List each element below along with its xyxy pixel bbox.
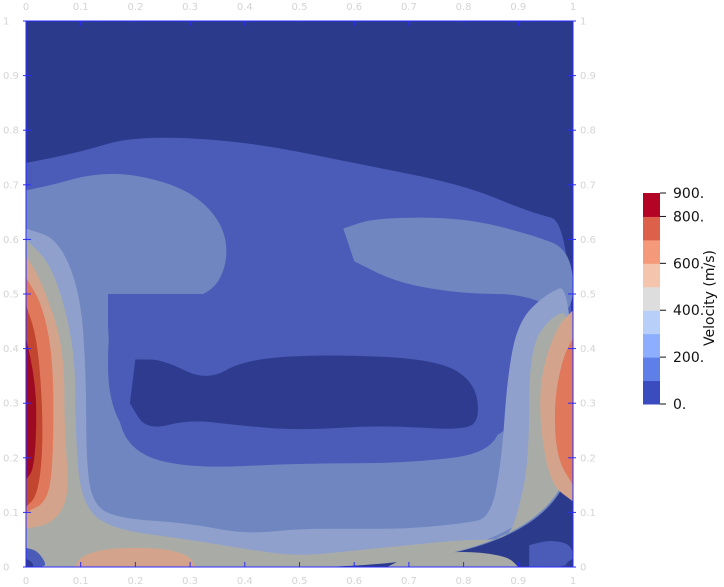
y-tick-label-right-8: 0.8 (580, 126, 596, 137)
x-tick-label-bottom-6: 0.6 (346, 576, 362, 587)
x-tick-label-bottom-0: 0 (23, 576, 29, 587)
contour-region-4 (129, 355, 478, 430)
colorbar-band-8 (643, 193, 660, 217)
colorbar-label-5: 0. (673, 397, 686, 413)
colorbar-band-0 (643, 380, 660, 405)
colorbar-band-2 (643, 333, 660, 358)
x-tick-label-bottom-1: 0.1 (73, 576, 89, 587)
colorbar-band-6 (643, 239, 660, 264)
x-tick-label-bottom-3: 0.3 (182, 576, 198, 587)
colorbar-band-7 (643, 216, 660, 241)
x-tick-label-bottom-10: 1 (570, 576, 576, 587)
colorbar-label-2: 600. (673, 256, 704, 272)
contour-field (26, 21, 573, 567)
colorbar-label-4: 200. (673, 350, 704, 366)
contour-region-17 (26, 558, 34, 567)
y-tick-label-right-3: 0.3 (580, 399, 596, 410)
x-tick-label-bottom-7: 0.7 (401, 576, 417, 587)
contour-region-10 (26, 337, 37, 480)
contour-region-14 (387, 552, 519, 567)
contour-region-12 (554, 337, 573, 486)
contour-region-6 (26, 239, 573, 567)
y-tick-label-right-1: 0.1 (580, 508, 596, 519)
contour-region-15 (529, 541, 573, 567)
y-tick-label-left-3: 0.3 (3, 399, 19, 410)
x-tick-label-top-1: 0.1 (73, 2, 89, 13)
y-tick-label-left-7: 0.7 (3, 180, 19, 191)
colorbar-label-3: 400. (673, 303, 704, 319)
x-tick-label-bottom-2: 0.2 (127, 576, 143, 587)
x-tick-label-top-3: 0.3 (182, 2, 198, 13)
x-tick-label-top-7: 0.7 (401, 2, 417, 13)
x-tick-label-top-6: 0.6 (346, 2, 362, 13)
y-tick-label-right-10: 1 (580, 17, 586, 28)
contour-region-13 (75, 547, 196, 567)
y-tick-label-left-0: 0 (3, 563, 9, 574)
x-tick-label-top-4: 0.4 (237, 2, 253, 13)
y-tick-label-right-0: 0 (580, 563, 586, 574)
y-tick-label-right-5: 0.5 (580, 290, 596, 301)
y-tick-label-right-6: 0.6 (580, 235, 596, 246)
x-tick-label-top-0: 0 (23, 2, 29, 13)
colorbar: 900. 800. 600. 400. 200. 0. (643, 186, 704, 413)
y-tick-label-left-9: 0.9 (3, 71, 19, 82)
contour-region-1 (26, 173, 573, 567)
y-tick-label-right-9: 0.9 (580, 71, 596, 82)
y-tick-label-left-6: 0.6 (3, 235, 19, 246)
y-tick-label-left-2: 0.2 (3, 453, 19, 464)
y-tick-label-right-2: 0.2 (580, 453, 596, 464)
x-tick-label-top-9: 0.9 (510, 2, 526, 13)
y-tick-label-left-8: 0.8 (3, 126, 19, 137)
x-tick-label-bottom-8: 0.8 (456, 576, 472, 587)
colorbar-band-5 (643, 263, 660, 288)
axis-ticks: 0 0 0.1 0.1 0.2 0.2 0.3 0.3 0.4 0.4 0.5 0.5 0.6 0.6 0.… (3, 2, 596, 587)
colorbar-title: Velocity (m/s) (702, 250, 718, 346)
x-tick-label-bottom-9: 0.9 (510, 576, 526, 587)
colorbar-band-3 (643, 310, 660, 335)
y-tick-label-left-10: 1 (3, 17, 9, 28)
contour-region-2 (343, 217, 573, 312)
x-tick-label-top-8: 0.8 (456, 2, 472, 13)
y-tick-label-left-1: 0.1 (3, 508, 19, 519)
y-tick-label-right-7: 0.7 (580, 180, 596, 191)
y-tick-label-left-5: 0.5 (3, 290, 19, 301)
colorbar-label-1: 800. (673, 209, 704, 225)
contour-region-18 (565, 558, 573, 567)
colorbar-band-4 (643, 286, 660, 311)
y-tick-label-right-4: 0.4 (580, 344, 596, 355)
x-tick-label-top-2: 0.2 (127, 2, 143, 13)
x-tick-label-bottom-5: 0.5 (292, 576, 308, 587)
y-tick-label-left-4: 0.4 (3, 344, 19, 355)
colorbar-label-0: 900. (673, 186, 704, 202)
x-tick-label-top-10: 1 (570, 2, 576, 13)
x-tick-label-bottom-4: 0.4 (237, 576, 253, 587)
colorbar-band-1 (643, 357, 660, 382)
x-tick-label-top-5: 0.5 (292, 2, 308, 13)
